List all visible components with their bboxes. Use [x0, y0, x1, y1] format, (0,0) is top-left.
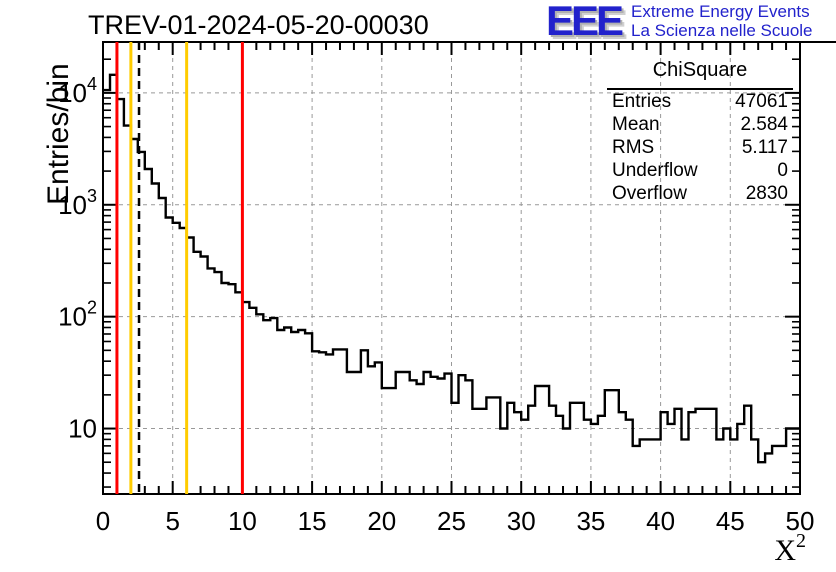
stats-row-label: Entries	[612, 91, 672, 112]
stats-row-value: 2830	[745, 183, 788, 204]
x-tick-label: 15	[298, 506, 327, 536]
stats-row-label: Mean	[612, 114, 660, 135]
x-tick-label: 0	[96, 506, 110, 536]
stats-box: ChiSquare Entries 47061 Mean 2.584 RMS 5.117 U…	[604, 55, 796, 205]
stats-row-value: 47061	[735, 91, 788, 112]
x-tick-label: 20	[367, 506, 396, 536]
stats-row: Underflow 0	[604, 159, 796, 182]
y-tick-label: 10	[68, 414, 97, 444]
eee-logo-text: Extreme Energy Events La Scienza nelle S…	[631, 2, 812, 40]
stats-rows: Entries 47061 Mean 2.584 RMS 5.117 Underflow 0 O…	[604, 90, 796, 205]
x-tick-label: 45	[716, 506, 745, 536]
plot-title: TREV-01-2024-05-20-00030	[88, 10, 429, 40]
x-axis-labels: 0 5 10 15 20 25 30 35 40 45 50	[96, 506, 815, 536]
stats-row: RMS 5.117	[604, 136, 796, 159]
x-tick-label: 5	[165, 506, 179, 536]
x-tick-label: 10	[228, 506, 257, 536]
x-tick-label: 35	[576, 506, 605, 536]
histogram-line	[103, 73, 800, 464]
eee-logo-line2: La Scienza nelle Scuole	[631, 20, 813, 40]
histogram-path	[103, 73, 800, 464]
x-axis-title: X2	[774, 530, 806, 567]
stats-box-title: ChiSquare	[607, 55, 793, 90]
stats-row-label: RMS	[612, 137, 655, 158]
marker-lines	[115, 42, 244, 494]
stats-row: Entries 47061	[604, 90, 796, 113]
stats-row-value: 0	[777, 160, 788, 181]
stats-row: Mean 2.584	[604, 113, 796, 136]
x-tick-label: 30	[507, 506, 536, 536]
x-tick-label: 25	[437, 506, 466, 536]
stats-row-value: 5.117	[741, 137, 788, 158]
x-tick-label: 40	[646, 506, 675, 536]
eee-logo-line1: Extreme Energy Events	[631, 1, 810, 21]
stats-row-value: 2.584	[740, 114, 788, 135]
y-tick-label: 102	[58, 298, 97, 332]
y-tick-label: 103	[58, 186, 97, 220]
y-axis-labels: 10 102 103 104	[58, 74, 97, 444]
y-axis-title: Entries/bin	[42, 63, 75, 205]
eee-logo-acronym: EEE	[546, 0, 624, 44]
stats-row: Overflow 2830	[604, 182, 796, 205]
x-tick-label: 50	[786, 506, 815, 536]
y-tick-label: 104	[58, 74, 97, 108]
stats-row-label: Underflow	[612, 160, 698, 181]
stats-row-label: Overflow	[612, 183, 687, 204]
